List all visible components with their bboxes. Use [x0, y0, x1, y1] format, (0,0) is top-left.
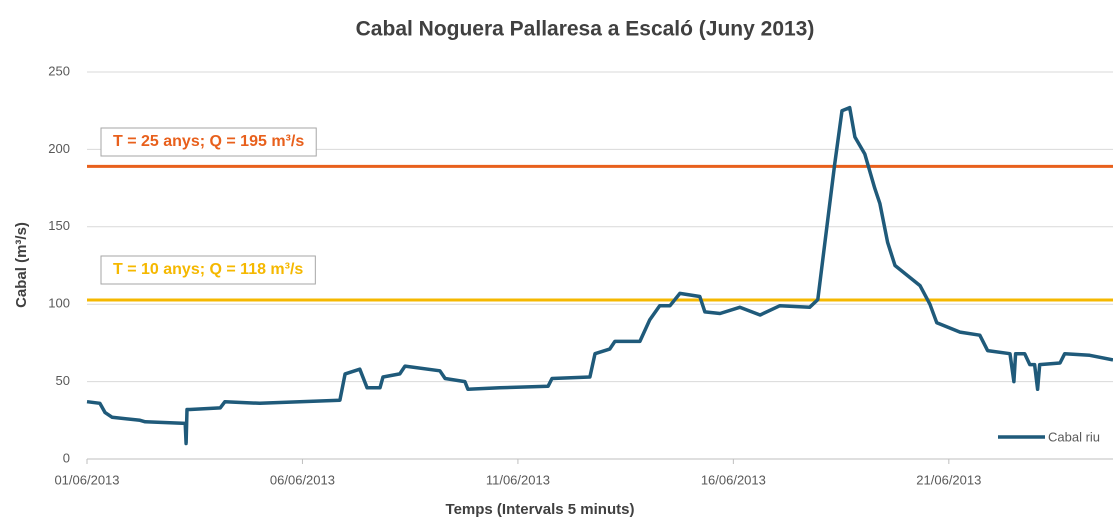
- annotation: T = 25 anys; Q = 195 m³/s: [113, 133, 304, 150]
- x-tick-label: 11/06/2013: [486, 472, 550, 487]
- legend-label: Cabal riu: [1048, 429, 1100, 444]
- x-tick-label: 21/06/2013: [916, 472, 981, 487]
- y-tick-label: 200: [48, 141, 70, 156]
- annotation: T = 10 anys; Q = 118 m³/s: [113, 261, 303, 278]
- y-tick-label: 150: [48, 218, 70, 233]
- chart-title: Cabal Noguera Pallaresa a Escaló (Juny 2…: [356, 18, 815, 41]
- y-tick-label: 50: [56, 373, 70, 388]
- x-tick-label: 01/06/2013: [54, 472, 119, 487]
- data-line: [86, 105, 1113, 446]
- x-tick-label: 06/06/2013: [270, 472, 335, 487]
- annotation-box: [100, 255, 316, 285]
- y-axis-title: Cabal (m³/s): [13, 222, 30, 308]
- y-tick-label: 0: [63, 450, 70, 465]
- annotation-box: [100, 127, 317, 157]
- x-tick-label: 16/06/2013: [701, 472, 766, 487]
- y-tick-label: 100: [48, 296, 70, 311]
- y-tick-label: 250: [48, 63, 70, 78]
- x-axis-title: Temps (Intervals 5 minuts): [446, 501, 635, 518]
